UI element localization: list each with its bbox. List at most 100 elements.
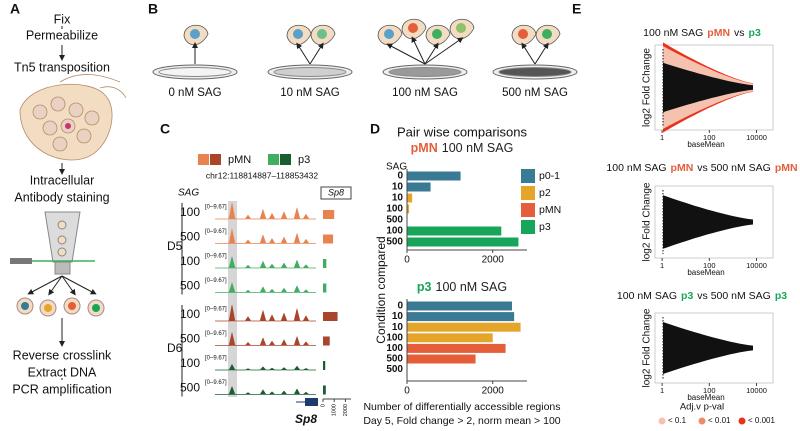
x-tick-label: 1000	[332, 404, 338, 416]
row-range: [0–9.67]	[205, 380, 227, 386]
title-part: 100 nM SAG	[436, 280, 508, 294]
row-range: [0–9.67]	[205, 278, 227, 284]
y-axis-label: log2 Fold Change	[642, 182, 653, 261]
panel-label: E	[572, 1, 581, 17]
legend-label: p3	[539, 221, 551, 233]
chart-title: 100 nM SAG p3 vs 500 nM SAG p3	[617, 290, 787, 302]
x-tick-label: 1	[660, 133, 664, 142]
nucleus	[456, 23, 466, 33]
bar	[407, 354, 476, 364]
legend-label: < 0.01	[708, 416, 731, 425]
legend-swatch	[521, 220, 535, 234]
bar	[407, 226, 502, 236]
bar	[407, 204, 410, 214]
nucleus	[518, 29, 528, 39]
x-tick-label: 2000	[482, 386, 505, 397]
y-axis-label: Condition compared	[374, 236, 388, 343]
dish-medium	[388, 67, 462, 77]
panel-label: A	[10, 1, 20, 17]
protocol-step: Permeabilize	[26, 28, 98, 42]
track-signal	[215, 202, 316, 220]
point-cloud	[663, 62, 753, 113]
protocol-step: Fix	[54, 12, 71, 26]
bar	[407, 322, 521, 332]
y-tick-label: 0	[397, 301, 403, 312]
x-axis-label: baseMean	[687, 268, 724, 277]
row-sag: 100	[180, 307, 200, 321]
note: Day 5, Fold change > 2, norm mean > 100	[363, 415, 560, 427]
title-part: vs 500 nM SAG	[697, 290, 771, 302]
legend-label: p0-1	[539, 170, 560, 182]
title-part: 100 nM SAG	[643, 27, 703, 39]
arrow	[309, 42, 324, 65]
y-tick-label: 100	[386, 343, 403, 354]
title-part: pMN	[707, 27, 730, 39]
y-tick-label: 10	[392, 322, 404, 333]
bar	[407, 312, 515, 322]
y-tick-label: 10	[392, 193, 404, 204]
bar	[407, 171, 461, 181]
y-axis-label: log2 Fold Change	[642, 308, 653, 387]
bar	[407, 301, 512, 311]
gene-box	[320, 186, 352, 200]
x-axis-label: baseMean	[687, 393, 724, 402]
legend-swatch	[268, 154, 279, 165]
day-label: D6	[167, 341, 183, 355]
legend-dot	[738, 417, 746, 425]
treatment-label: 500 nM SAG	[502, 87, 568, 99]
panel-label: C	[160, 121, 170, 137]
bar	[323, 283, 327, 293]
chart-title: p3 100 nM SAG	[417, 280, 507, 294]
sag-label: SAG	[178, 188, 199, 199]
point-cloud	[663, 322, 753, 374]
flow-cytometer	[10, 211, 105, 317]
track-signal	[215, 304, 316, 322]
legend-swatch	[521, 203, 535, 217]
x-tick-label: 0	[320, 404, 326, 407]
row-range: [0–9.67]	[205, 254, 227, 260]
row-range: [0–9.67]	[205, 331, 227, 337]
title-part: 100 nM SAG	[442, 141, 514, 155]
nucleus	[190, 29, 200, 39]
dish-medium	[498, 67, 572, 77]
bar	[407, 343, 506, 353]
bar	[323, 312, 338, 321]
row-sag: 100	[180, 205, 200, 219]
nucleus	[293, 29, 303, 39]
legend-label: pMN	[228, 154, 251, 166]
arrow	[386, 43, 426, 65]
bar	[407, 182, 431, 192]
title-part: 100 nM SAG	[617, 290, 677, 302]
row-range: [0–9.67]	[205, 229, 227, 235]
suptitle: Pair wise comparisons	[397, 124, 528, 139]
row-sag: 500	[180, 279, 200, 293]
gene-exon	[305, 398, 318, 406]
y-tick-label: 500	[386, 215, 403, 226]
title-part: pMN	[775, 162, 798, 174]
track-signal	[215, 229, 316, 244]
x-tick-label: 100	[703, 261, 716, 270]
chart-title: 100 nM SAG pMN vs p3	[643, 27, 761, 39]
legend-title: Adj.v p-val	[680, 402, 724, 413]
x-tick-label: 1	[660, 386, 664, 395]
x-axis-label: Number of differentially accessible regi…	[363, 401, 560, 413]
legend-dot	[698, 417, 706, 425]
bar	[323, 385, 326, 395]
bar	[323, 361, 326, 370]
x-tick-label: 1	[660, 261, 664, 270]
region-label: chr12:118814887–118853432	[206, 170, 318, 180]
legend-label: < 0.001	[748, 416, 775, 425]
y-tick-label: 100	[386, 204, 403, 215]
bar	[407, 193, 413, 203]
title-part: vs	[734, 27, 745, 39]
nucleus	[317, 29, 327, 39]
nucleus	[384, 29, 394, 39]
title-part: pMN	[411, 141, 438, 155]
x-tick-label: 100	[703, 133, 716, 142]
bar	[323, 336, 330, 346]
legend-swatch	[210, 154, 221, 165]
legend-swatch	[280, 154, 291, 165]
chart-title: 100 nM SAG pMN vs 500 nM SAG pMN	[606, 162, 797, 174]
arrow	[521, 42, 536, 65]
